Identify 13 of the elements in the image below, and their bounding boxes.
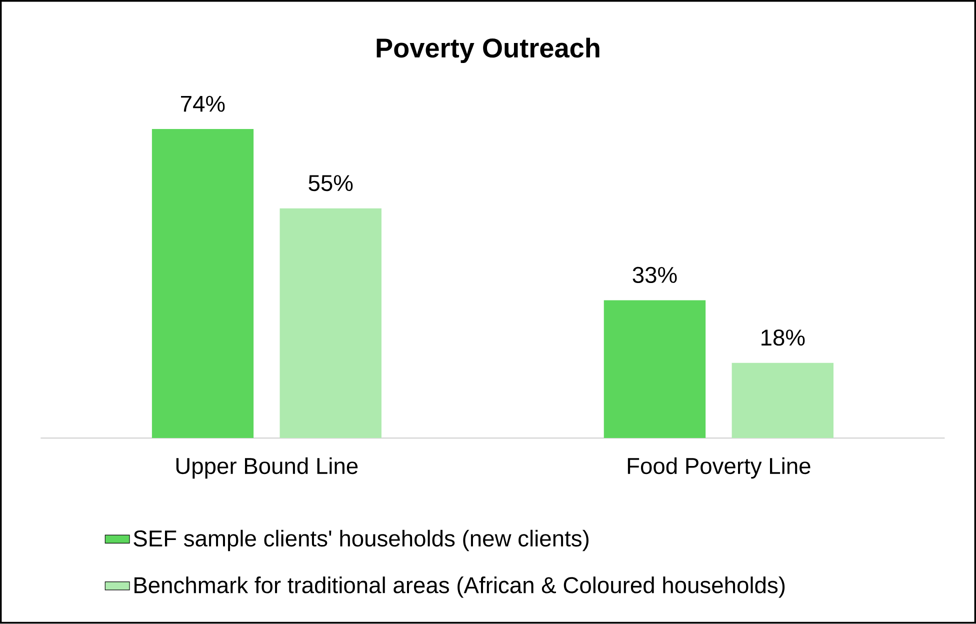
bar xyxy=(604,300,706,438)
legend-label: Benchmark for traditional areas (African & Coloured households) xyxy=(134,576,785,598)
legend-label: SEF sample clients' households (new clients) xyxy=(134,530,588,552)
bar xyxy=(280,208,382,438)
chart-title: Poverty Outreach xyxy=(376,38,600,64)
x-tick-label: Upper Bound Line xyxy=(176,458,358,479)
bar xyxy=(732,363,834,438)
x-tick-label: Food Poverty Line xyxy=(628,458,810,479)
data-label: 33% xyxy=(632,267,677,284)
bar xyxy=(152,129,254,438)
data-label: 74% xyxy=(181,96,225,112)
data-label: 18% xyxy=(762,330,805,346)
data-label: 55% xyxy=(308,175,353,192)
